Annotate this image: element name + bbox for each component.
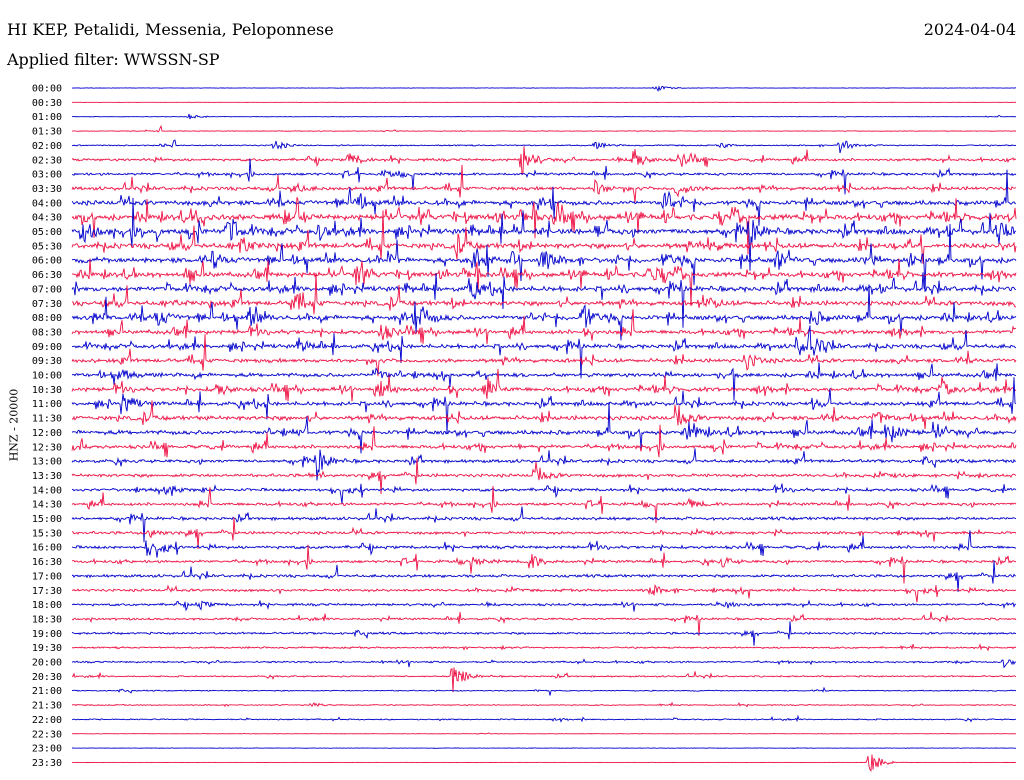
seismic-trace-0230 xyxy=(71,146,1017,176)
time-tick-label: 12:00 xyxy=(32,428,62,439)
time-tick-label: 01:00 xyxy=(32,112,62,123)
seismic-trace-1400 xyxy=(71,483,1017,504)
seismic-trace-0000 xyxy=(72,85,1017,92)
time-tick-label: 06:00 xyxy=(32,256,62,267)
seismic-trace-0500 xyxy=(71,197,1017,271)
seismic-trace-0830 xyxy=(71,309,1017,345)
seismic-trace-0900 xyxy=(71,325,1017,379)
seismic-trace-0100 xyxy=(71,113,1017,120)
seismic-trace-2200 xyxy=(71,714,1017,723)
time-tick-label: 01:30 xyxy=(32,127,62,138)
time-tick-label: 09:30 xyxy=(32,356,62,367)
time-tick-label: 14:30 xyxy=(32,500,62,511)
time-tick-label: 11:00 xyxy=(32,399,62,410)
seismic-trace-0930 xyxy=(71,334,1017,377)
time-tick-label: 02:00 xyxy=(32,141,62,152)
seismic-trace-1000 xyxy=(71,362,1017,401)
time-tick-label: 13:00 xyxy=(32,457,62,468)
seismic-trace-2100 xyxy=(71,686,1017,696)
time-tick-label: 03:30 xyxy=(32,184,62,195)
seismic-trace-2230 xyxy=(71,732,1017,735)
seismic-trace-0130 xyxy=(71,124,1017,133)
date-label: 2024-04-04 xyxy=(923,20,1016,39)
time-tick-label: 23:00 xyxy=(32,744,62,755)
seismic-trace-1200 xyxy=(71,402,1017,454)
time-tick-label: 20:00 xyxy=(32,658,62,669)
seismic-trace-2330 xyxy=(71,754,1017,772)
seismic-trace-1630 xyxy=(71,544,1017,584)
time-tick-label: 17:30 xyxy=(32,586,62,597)
seismic-trace-1300 xyxy=(71,448,1017,481)
time-tick-label: 22:30 xyxy=(32,729,62,740)
time-tick-label: 20:30 xyxy=(32,672,62,683)
seismic-trace-1330 xyxy=(71,457,1017,495)
time-tick-label: 22:00 xyxy=(32,715,62,726)
seismic-trace-1700 xyxy=(71,560,1017,593)
time-tick-label: 13:30 xyxy=(32,471,62,482)
time-tick-label: 21:30 xyxy=(32,701,62,712)
time-tick-label: 07:30 xyxy=(32,299,62,310)
seismic-trace-2000 xyxy=(71,658,1017,669)
seismic-trace-1530 xyxy=(71,517,1017,549)
seismic-trace-1430 xyxy=(71,486,1017,524)
time-tick-label: 10:00 xyxy=(32,371,62,382)
time-tick-label: 05:00 xyxy=(32,227,62,238)
time-tick-label: 12:30 xyxy=(32,442,62,453)
time-tick-label: 06:30 xyxy=(32,270,62,281)
time-tick-label: 08:30 xyxy=(32,327,62,338)
time-tick-label: 19:30 xyxy=(32,643,62,654)
time-tick-label: 04:00 xyxy=(32,198,62,209)
time-tick-label: 05:30 xyxy=(32,241,62,252)
seismic-trace-1600 xyxy=(71,530,1017,558)
seismic-trace-0800 xyxy=(71,284,1017,341)
seismic-trace-1900 xyxy=(71,621,1017,646)
seismic-trace-1830 xyxy=(71,611,1017,636)
seismic-trace-1730 xyxy=(71,583,1017,603)
time-tick-label: 10:30 xyxy=(32,385,62,396)
time-tick-label: 19:00 xyxy=(32,629,62,640)
time-tick-label: 15:30 xyxy=(32,528,62,539)
time-tick-label: 18:00 xyxy=(32,600,62,611)
time-tick-label: 16:30 xyxy=(32,557,62,568)
time-tick-label: 07:00 xyxy=(32,284,62,295)
time-tick-label: 14:00 xyxy=(32,485,62,496)
seismic-trace-2130 xyxy=(71,701,1017,708)
seismic-trace-0730 xyxy=(71,272,1017,315)
time-tick-label: 00:00 xyxy=(32,84,62,95)
seismic-trace-0400 xyxy=(71,169,1017,226)
time-tick-label: 21:00 xyxy=(32,686,62,697)
time-tick-label: 16:00 xyxy=(32,543,62,554)
seismic-trace-2030 xyxy=(71,667,1017,693)
station-title: HI KEP, Petalidi, Messenia, Peloponnese xyxy=(7,20,334,39)
seismic-trace-1230 xyxy=(71,424,1017,458)
seismic-trace-1800 xyxy=(71,599,1017,612)
seismic-trace-0430 xyxy=(71,197,1017,255)
time-tick-label: 15:00 xyxy=(32,514,62,525)
time-tick-label: 00:30 xyxy=(32,98,62,109)
time-tick-label: 23:30 xyxy=(32,758,62,769)
time-tick-label: 03:00 xyxy=(32,170,62,181)
time-tick-label: 18:30 xyxy=(32,614,62,625)
seismic-trace-0530 xyxy=(71,210,1017,264)
time-tick-label: 09:00 xyxy=(32,342,62,353)
time-tick-label: 11:30 xyxy=(32,414,62,425)
seismic-trace-1930 xyxy=(71,643,1017,652)
time-tick-label: 04:30 xyxy=(32,213,62,224)
seismic-trace-0300 xyxy=(71,158,1017,195)
seismic-trace-1500 xyxy=(71,506,1017,543)
seismic-trace-0600 xyxy=(71,223,1017,293)
time-tick-label: 08:00 xyxy=(32,313,62,324)
seismic-trace-1030 xyxy=(71,368,1017,402)
seismic-trace-0630 xyxy=(71,258,1017,307)
seismic-trace-2300 xyxy=(71,747,1017,750)
seismic-trace-0200 xyxy=(71,139,1017,154)
time-tick-label: 17:00 xyxy=(32,571,62,582)
filter-label: Applied filter: WWSSN-SP xyxy=(7,50,220,69)
seismic-trace-0330 xyxy=(71,164,1017,203)
seismic-trace-0700 xyxy=(71,272,1017,328)
seismic-trace-1100 xyxy=(71,377,1017,435)
time-tick-label: 02:30 xyxy=(32,155,62,166)
seismic-trace-1130 xyxy=(71,400,1017,429)
